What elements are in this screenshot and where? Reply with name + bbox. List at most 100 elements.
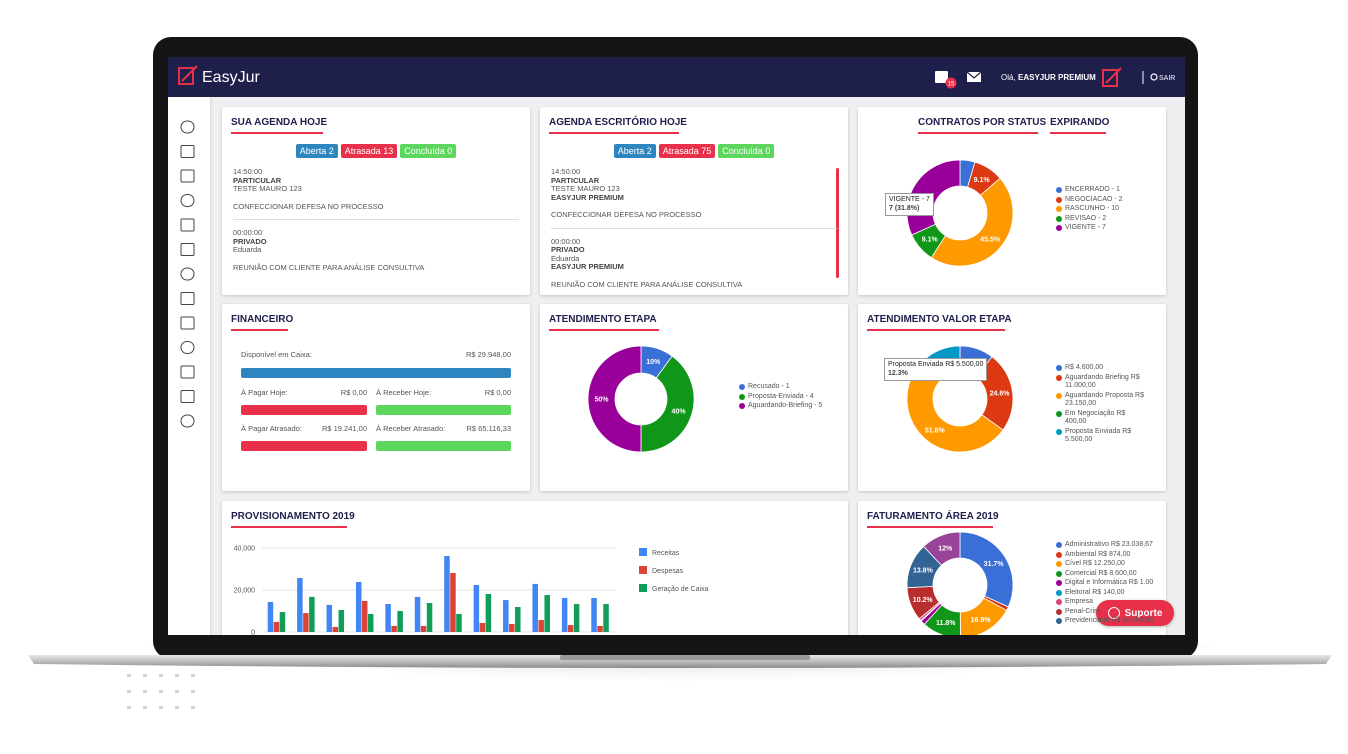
legend-item[interactable]: Penal-Crim [1056, 608, 1156, 617]
status-badge[interactable]: Atrasada 75 [658, 144, 716, 158]
fin-bar [241, 368, 511, 378]
legend-item[interactable]: Comercial R$ 8.600,00 [1056, 570, 1156, 579]
nav-icon[interactable] [180, 292, 195, 305]
legend-item[interactable]: Digital e Informática R$ 1.00 [1056, 579, 1156, 588]
notch [560, 655, 810, 660]
legend: Recusado - 1 Proposta-Enviada - 4 Aguardan… [739, 383, 839, 412]
legend-item[interactable]: Ambiental R$ 874,00 [1056, 551, 1156, 560]
legend-item[interactable]: Proposta Enviada R$ 5.500,00 [1056, 428, 1146, 445]
legend-label: Despesas [652, 568, 684, 575]
bar [332, 626, 339, 632]
bar [273, 621, 280, 632]
bar [503, 600, 509, 632]
logo: EasyJur [202, 69, 260, 86]
legend-item[interactable]: Cível R$ 12.250,00 [1056, 560, 1156, 569]
fin-text: À Pagar Atrasado: [241, 424, 302, 433]
fin-text: R$ 29.948,00 [465, 350, 511, 359]
bar [385, 604, 391, 632]
nav-icon[interactable] [180, 145, 195, 158]
legend-label: Digital e Informática R$ 1.00 [1065, 579, 1154, 586]
list-scroll[interactable] [836, 168, 839, 278]
slice-label: 50% [594, 397, 609, 404]
nav-icon[interactable] [180, 341, 195, 354]
legend-item[interactable]: Aguardando Briefing R$ 11.000,00 [1056, 374, 1146, 391]
slice-label: 11.8% [936, 620, 956, 627]
legend-dot [739, 393, 745, 400]
agenda-item[interactable]: 00:00:00 PRIVADO Eduarda EASYJUR PREMIUM REU… [551, 237, 837, 298]
greeting: Olá, [1001, 73, 1016, 82]
legend-item[interactable]: Aguardando-Briefing - 5 [739, 402, 839, 411]
slice-label: 24.6% [990, 391, 1011, 398]
status-badge[interactable]: Concluída 0 [400, 144, 457, 158]
legend-item[interactable]: Previdenciário R$ 10.000,00 [1056, 617, 1156, 626]
legend-label: Penal-Crim [1065, 607, 1101, 615]
bar [326, 604, 333, 632]
legend-label: Proposta Enviada R$ 5.500,00 [1065, 427, 1132, 444]
legend-label: R$ 4.600,00 [1065, 364, 1104, 371]
status-badge[interactable]: Aberta 2 [613, 144, 656, 158]
status-badge[interactable]: Aberta 2 [295, 144, 338, 158]
title-underline [867, 526, 993, 528]
legend-item[interactable]: VIGENTE - 7 [1056, 224, 1156, 233]
bar [361, 600, 368, 632]
bar [561, 597, 568, 632]
nav-icon[interactable] [180, 414, 195, 428]
agenda-item[interactable]: 00:00:00 PRIVADO Eduarda REUNIÃO COM CLIENT… [233, 228, 519, 280]
legend-item[interactable]: REVISAO - 2 [1056, 215, 1156, 224]
bar [338, 609, 345, 632]
mail-icon[interactable] [967, 72, 981, 82]
nav-icon[interactable] [180, 218, 195, 232]
nav-icon[interactable] [180, 365, 195, 379]
legend-item[interactable]: Proposta-Enviada - 4 [739, 393, 839, 402]
bar [603, 604, 609, 632]
top-bar [168, 57, 1185, 97]
legend-item[interactable]: R$ 4.600,00 [1056, 364, 1146, 373]
nav-icon[interactable] [180, 120, 195, 134]
item-type: PRIVADO [233, 236, 267, 246]
legend-item[interactable]: RASCUNHO - 10 [1056, 205, 1156, 214]
legend-dot [1056, 196, 1062, 203]
bar [473, 584, 480, 632]
legend-item[interactable]: ENCERRADO - 1 [1056, 186, 1156, 195]
status-badge[interactable]: Concluída 0 [718, 144, 775, 158]
nav-icon[interactable] [180, 194, 195, 207]
legend-dot [1056, 392, 1062, 399]
item-client: Eduarda [233, 245, 262, 254]
status-badge[interactable]: Atrasada 13 [340, 144, 398, 158]
bar [267, 601, 274, 632]
fin-text: R$ 0,00 [484, 388, 511, 397]
support-button[interactable]: Suporte [1096, 600, 1174, 626]
legend-item[interactable]: Empresa [1056, 598, 1156, 607]
title-underline [867, 329, 1005, 331]
legend-label: RASCUNHO - 10 [1065, 205, 1120, 212]
legend-item[interactable]: Em Negociação R$ 400,00 [1056, 410, 1146, 427]
logout[interactable]: SAIR [1159, 75, 1175, 82]
nav-icon[interactable] [180, 316, 195, 330]
support-icon [1107, 607, 1120, 619]
bar [279, 612, 286, 632]
nav-icon[interactable] [180, 169, 195, 183]
legend-dot [1056, 428, 1062, 435]
nav-icon[interactable] [180, 267, 195, 281]
tooltip-title: Proposta Enviada R$ 5.500,00 [888, 361, 984, 368]
legend-item[interactable]: Eleitoral R$ 140,00 [1056, 589, 1156, 598]
agenda-item[interactable]: 14:50:00 PARTICULAR TESTE MAURO 123 CONFECC… [233, 167, 519, 220]
card [540, 107, 848, 295]
legend-item[interactable]: Aguardando Proposta R$ 23.150,00 [1056, 392, 1146, 409]
calendar-icon[interactable] [935, 71, 948, 83]
agenda-item[interactable]: 14:50:00 PARTICULAR TESTE MAURO 123 EASYJUR… [551, 167, 837, 229]
user-name[interactable]: EASYJUR PREMIUM [1018, 73, 1096, 82]
legend-dot [1056, 599, 1062, 605]
legend-item[interactable]: NEGOCIACAO - 2 [1056, 196, 1156, 205]
dot-grid [127, 674, 195, 709]
legend-item[interactable]: Administrativo R$ 23.038,67 [1056, 541, 1156, 550]
bar [591, 597, 597, 632]
legend-label: Aguardando-Briefing - 5 [748, 402, 823, 409]
legend-dot [1056, 618, 1062, 624]
legend-item[interactable]: Recusado - 1 [739, 383, 839, 392]
item-type: PARTICULAR [551, 175, 600, 185]
nav-icon[interactable] [180, 390, 195, 403]
nav-icon[interactable] [180, 243, 195, 256]
power-icon[interactable] [1150, 73, 1158, 81]
